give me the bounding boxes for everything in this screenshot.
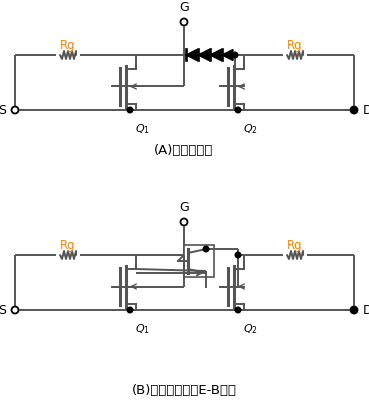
Text: $Q_1$: $Q_1$ (135, 122, 150, 136)
Text: G: G (179, 1, 189, 14)
Circle shape (235, 107, 241, 113)
Circle shape (203, 246, 209, 252)
Circle shape (351, 307, 358, 314)
Text: (A)使用二极管: (A)使用二极管 (154, 143, 214, 157)
Text: Rg: Rg (60, 238, 76, 252)
Circle shape (180, 18, 187, 25)
Text: G: G (179, 201, 189, 214)
Text: D: D (363, 303, 369, 316)
Circle shape (127, 307, 133, 313)
Text: S: S (0, 303, 6, 316)
Text: $Q_1$: $Q_1$ (135, 322, 150, 336)
Text: Rg: Rg (287, 39, 303, 51)
Circle shape (232, 52, 238, 58)
Polygon shape (210, 49, 221, 60)
Circle shape (11, 106, 18, 113)
Circle shape (180, 219, 187, 226)
Circle shape (351, 307, 357, 313)
Circle shape (127, 107, 133, 113)
Text: (B)使用晶体管的E-B耐压: (B)使用晶体管的E-B耐压 (131, 383, 237, 397)
Circle shape (351, 107, 357, 113)
Text: $Q_2$: $Q_2$ (243, 322, 258, 336)
Polygon shape (198, 49, 209, 60)
Circle shape (351, 106, 358, 113)
Text: S: S (0, 104, 6, 116)
Circle shape (235, 252, 241, 258)
Polygon shape (222, 49, 233, 60)
Text: D: D (363, 104, 369, 116)
Text: Rg: Rg (287, 238, 303, 252)
Text: $Q_2$: $Q_2$ (243, 122, 258, 136)
FancyBboxPatch shape (184, 245, 214, 277)
Circle shape (11, 307, 18, 314)
Text: Rg: Rg (60, 39, 76, 51)
Circle shape (235, 307, 241, 313)
Polygon shape (186, 49, 197, 60)
